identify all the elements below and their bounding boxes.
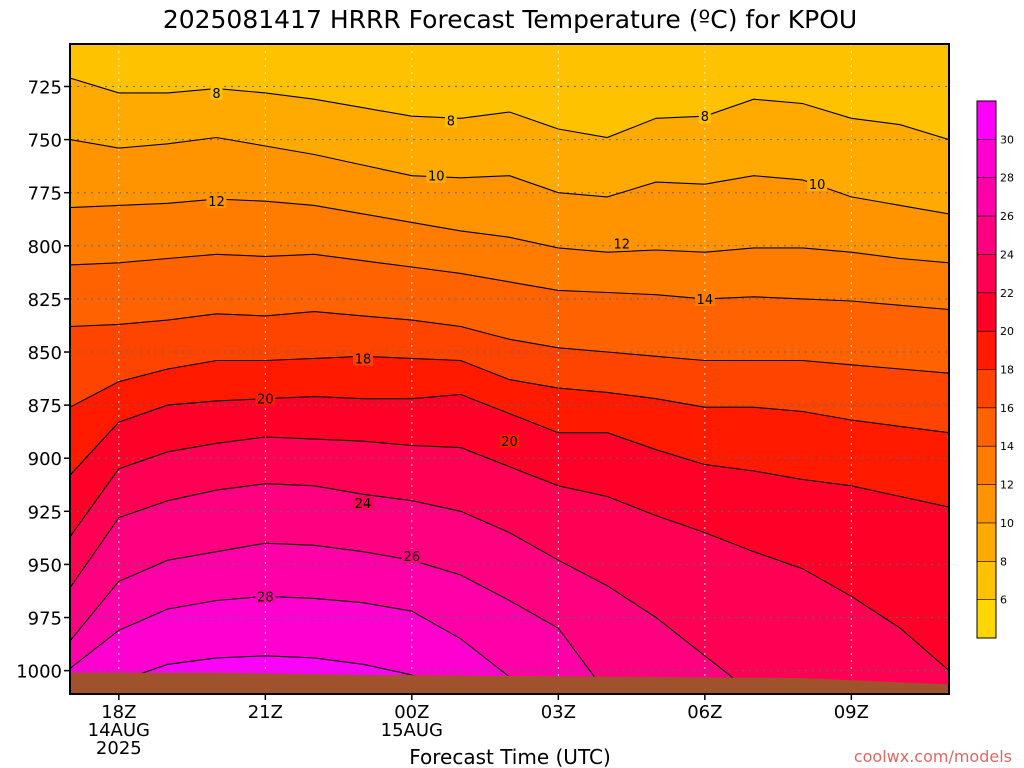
x-tick-label-18Z: 18Z [101,702,136,723]
colorbar-label-22: 22 [1000,287,1014,300]
colorbar-label-16: 16 [1000,402,1014,415]
colorbar-swatch-6 [977,369,996,409]
colorbar-swatch-11 [977,177,996,217]
colorbar-swatch-4 [977,446,996,486]
x-tick-label-03Z: 03Z [541,702,576,723]
isotherm-label-12: 12 [208,195,225,210]
colorbar-label-18: 18 [1000,364,1014,377]
isotherm-label-8: 8 [212,87,220,102]
isotherm-18 [70,355,949,434]
isotherm-label-20: 20 [257,393,274,408]
x-tick-label-15AUG: 15AUG [381,720,443,741]
colorbar-label-28: 28 [1000,172,1014,185]
y-tick-label-975: 975 [28,609,62,630]
colorbar-swatch-12 [977,139,996,179]
isotherm-label-18: 18 [355,352,372,367]
isotherm-16 [70,311,949,374]
colorbar-swatch-2 [977,522,996,562]
isotherm-label-24: 24 [355,497,372,512]
colorbar-swatch-7 [977,331,996,370]
isotherm-label-bg-2 [698,109,711,124]
isotherm-label-bg-5 [206,194,227,209]
colorbar-label-14: 14 [1000,440,1014,453]
colorbar: 6 8 10 12 14 16 18 20 22 24 26 28 30 [976,100,1014,639]
isotherm-label-bg-3 [426,168,447,183]
colorbar-label-26: 26 [1000,210,1014,223]
isotherm-label-10: 10 [809,178,826,193]
isotherm-label-bg-9 [255,391,276,406]
y-tick-label-875: 875 [28,396,62,417]
isotherm-label-bg-4 [807,177,828,192]
colorbar-swatch-5 [977,407,996,447]
x-tick-label-2025: 2025 [96,738,142,759]
isotherm-label-bg-1 [444,113,457,128]
y-tick-label-725: 725 [28,77,62,98]
y-tick-label-800: 800 [28,237,62,258]
isotherm-label-bg-0 [210,85,223,100]
isotherm-labels: 8 8 8 10 10 12 12 14 18 20 20 24 26 28 [206,85,828,605]
isotherm-10 [70,136,949,215]
colorbar-label-6: 6 [1000,594,1007,607]
y-tick-label-850: 850 [28,343,62,364]
isotherm-label-bg-10 [499,434,520,449]
isotherm-label-14: 14 [697,293,714,308]
isotherm-label-bg-7 [694,291,715,306]
isotherm-label-bg-12 [401,548,422,563]
plot-frame [69,43,950,695]
y-tick-label-775: 775 [28,184,62,205]
colorbar-label-8: 8 [1000,555,1007,568]
colorbar-swatch-1 [977,561,996,601]
isotherm-label-26: 26 [404,550,421,565]
colorbar-swatch-8 [977,292,996,332]
colorbar-label-12: 12 [1000,479,1014,492]
x-tick-label-09Z: 09Z [834,702,869,723]
y-tick-label-1000: 1000 [16,662,62,683]
y-tick-label-925: 925 [28,502,62,523]
isotherm-22 [70,436,949,672]
colorbar-label-30: 30 [1000,133,1014,146]
ground-surface [70,672,949,694]
isotherm-label-bg-11 [353,495,373,510]
colorbar-label-20: 20 [1000,325,1014,338]
y-tick-label-750: 750 [28,131,62,152]
chart-title: 2025081417 HRRR Forecast Temperature (ºC… [163,5,857,34]
isotherm-24 [70,483,803,694]
colorbar-swatch-9 [977,254,996,294]
y-axis: 725 750 775 800 825 850 875 900 925 950 975 1000 [16,77,70,683]
isotherm-label-bg-6 [611,236,632,251]
y-tick-label-900: 900 [28,449,62,470]
colorbar-swatch-3 [977,484,996,524]
plot-area: 8 8 8 10 10 12 12 14 18 20 20 24 26 28 [70,44,949,694]
x-tick-label-21Z: 21Z [248,702,283,723]
credit-text: coolwx.com/models [854,747,1012,766]
x-axis-label: Forecast Time (UTC) [409,745,611,768]
colorbar-label-10: 10 [1000,517,1014,530]
colorbar-swatch-10 [977,216,996,255]
colorbar-swatch-0 [977,599,996,639]
isotherm-label-8: 8 [447,114,455,129]
y-tick-label-950: 950 [28,555,62,576]
isotherm-14 [70,253,949,311]
isotherm-label-bg-13 [255,589,276,604]
isotherm-20 [70,393,949,508]
isotherm-label-10: 10 [428,170,445,185]
isotherm-label-bg-8 [353,351,373,366]
isotherm-label-8: 8 [701,110,709,125]
x-tick-label-00Z: 00Z [394,702,429,723]
isotherm-label-20: 20 [501,435,518,450]
isotherm-28 [70,595,559,694]
x-tick-label-14AUG: 14AUG [88,720,150,741]
y-tick-label-825: 825 [28,290,62,311]
isotherm-26 [70,542,656,694]
colorbar-label-24: 24 [1000,248,1014,261]
isotherm-label-28: 28 [257,590,274,605]
isotherm-label-12: 12 [614,238,631,253]
colorbar-swatch-13 [977,101,996,140]
x-tick-label-06Z: 06Z [687,702,722,723]
temperature-fills [70,44,949,694]
